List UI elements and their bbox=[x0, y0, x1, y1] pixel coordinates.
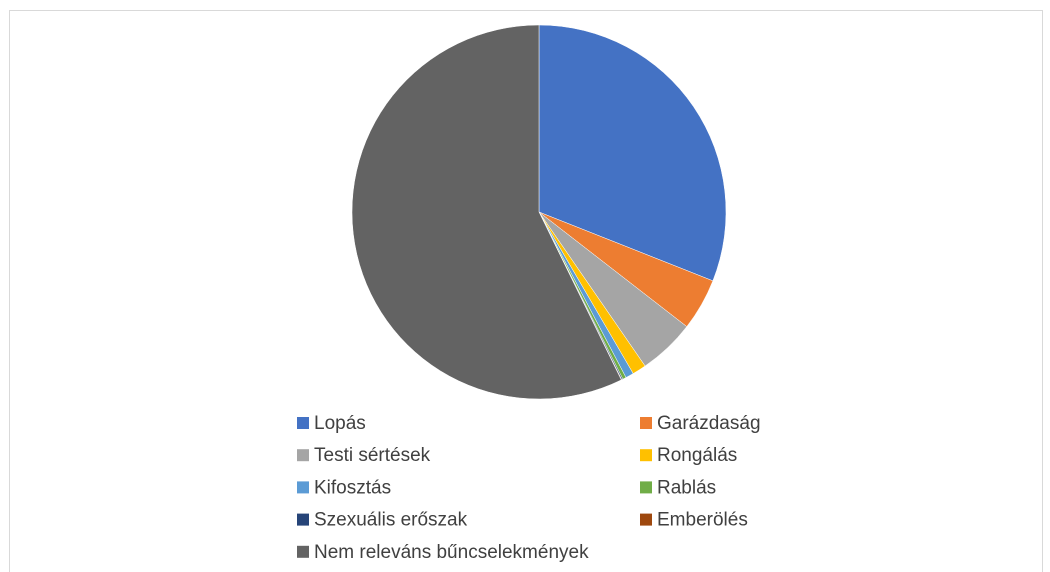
legend-label: Lopás bbox=[314, 413, 366, 434]
legend-label: Rablás bbox=[657, 477, 716, 498]
legend-label: Testi sértések bbox=[314, 445, 431, 466]
legend-swatch bbox=[297, 513, 309, 526]
legend-label: Garázdaság bbox=[657, 413, 761, 434]
legend-label: Kifosztás bbox=[314, 477, 391, 498]
legend-label: Szexuális erőszak bbox=[314, 510, 468, 531]
legend-label: Nem releváns bűncselekmények bbox=[314, 542, 589, 563]
pie-slice bbox=[538, 24, 727, 282]
legend-swatch bbox=[297, 481, 309, 494]
legend-label: Emberölés bbox=[657, 510, 748, 531]
legend-label: Rongálás bbox=[657, 445, 737, 466]
legend-swatch bbox=[640, 481, 652, 494]
legend-swatch bbox=[640, 513, 652, 526]
pie-slice bbox=[351, 24, 622, 400]
legend-swatch bbox=[640, 417, 652, 429]
legend-swatch bbox=[297, 449, 309, 462]
legend-swatch bbox=[640, 449, 652, 462]
legend-swatch bbox=[297, 417, 309, 429]
legend-swatch bbox=[297, 545, 309, 558]
